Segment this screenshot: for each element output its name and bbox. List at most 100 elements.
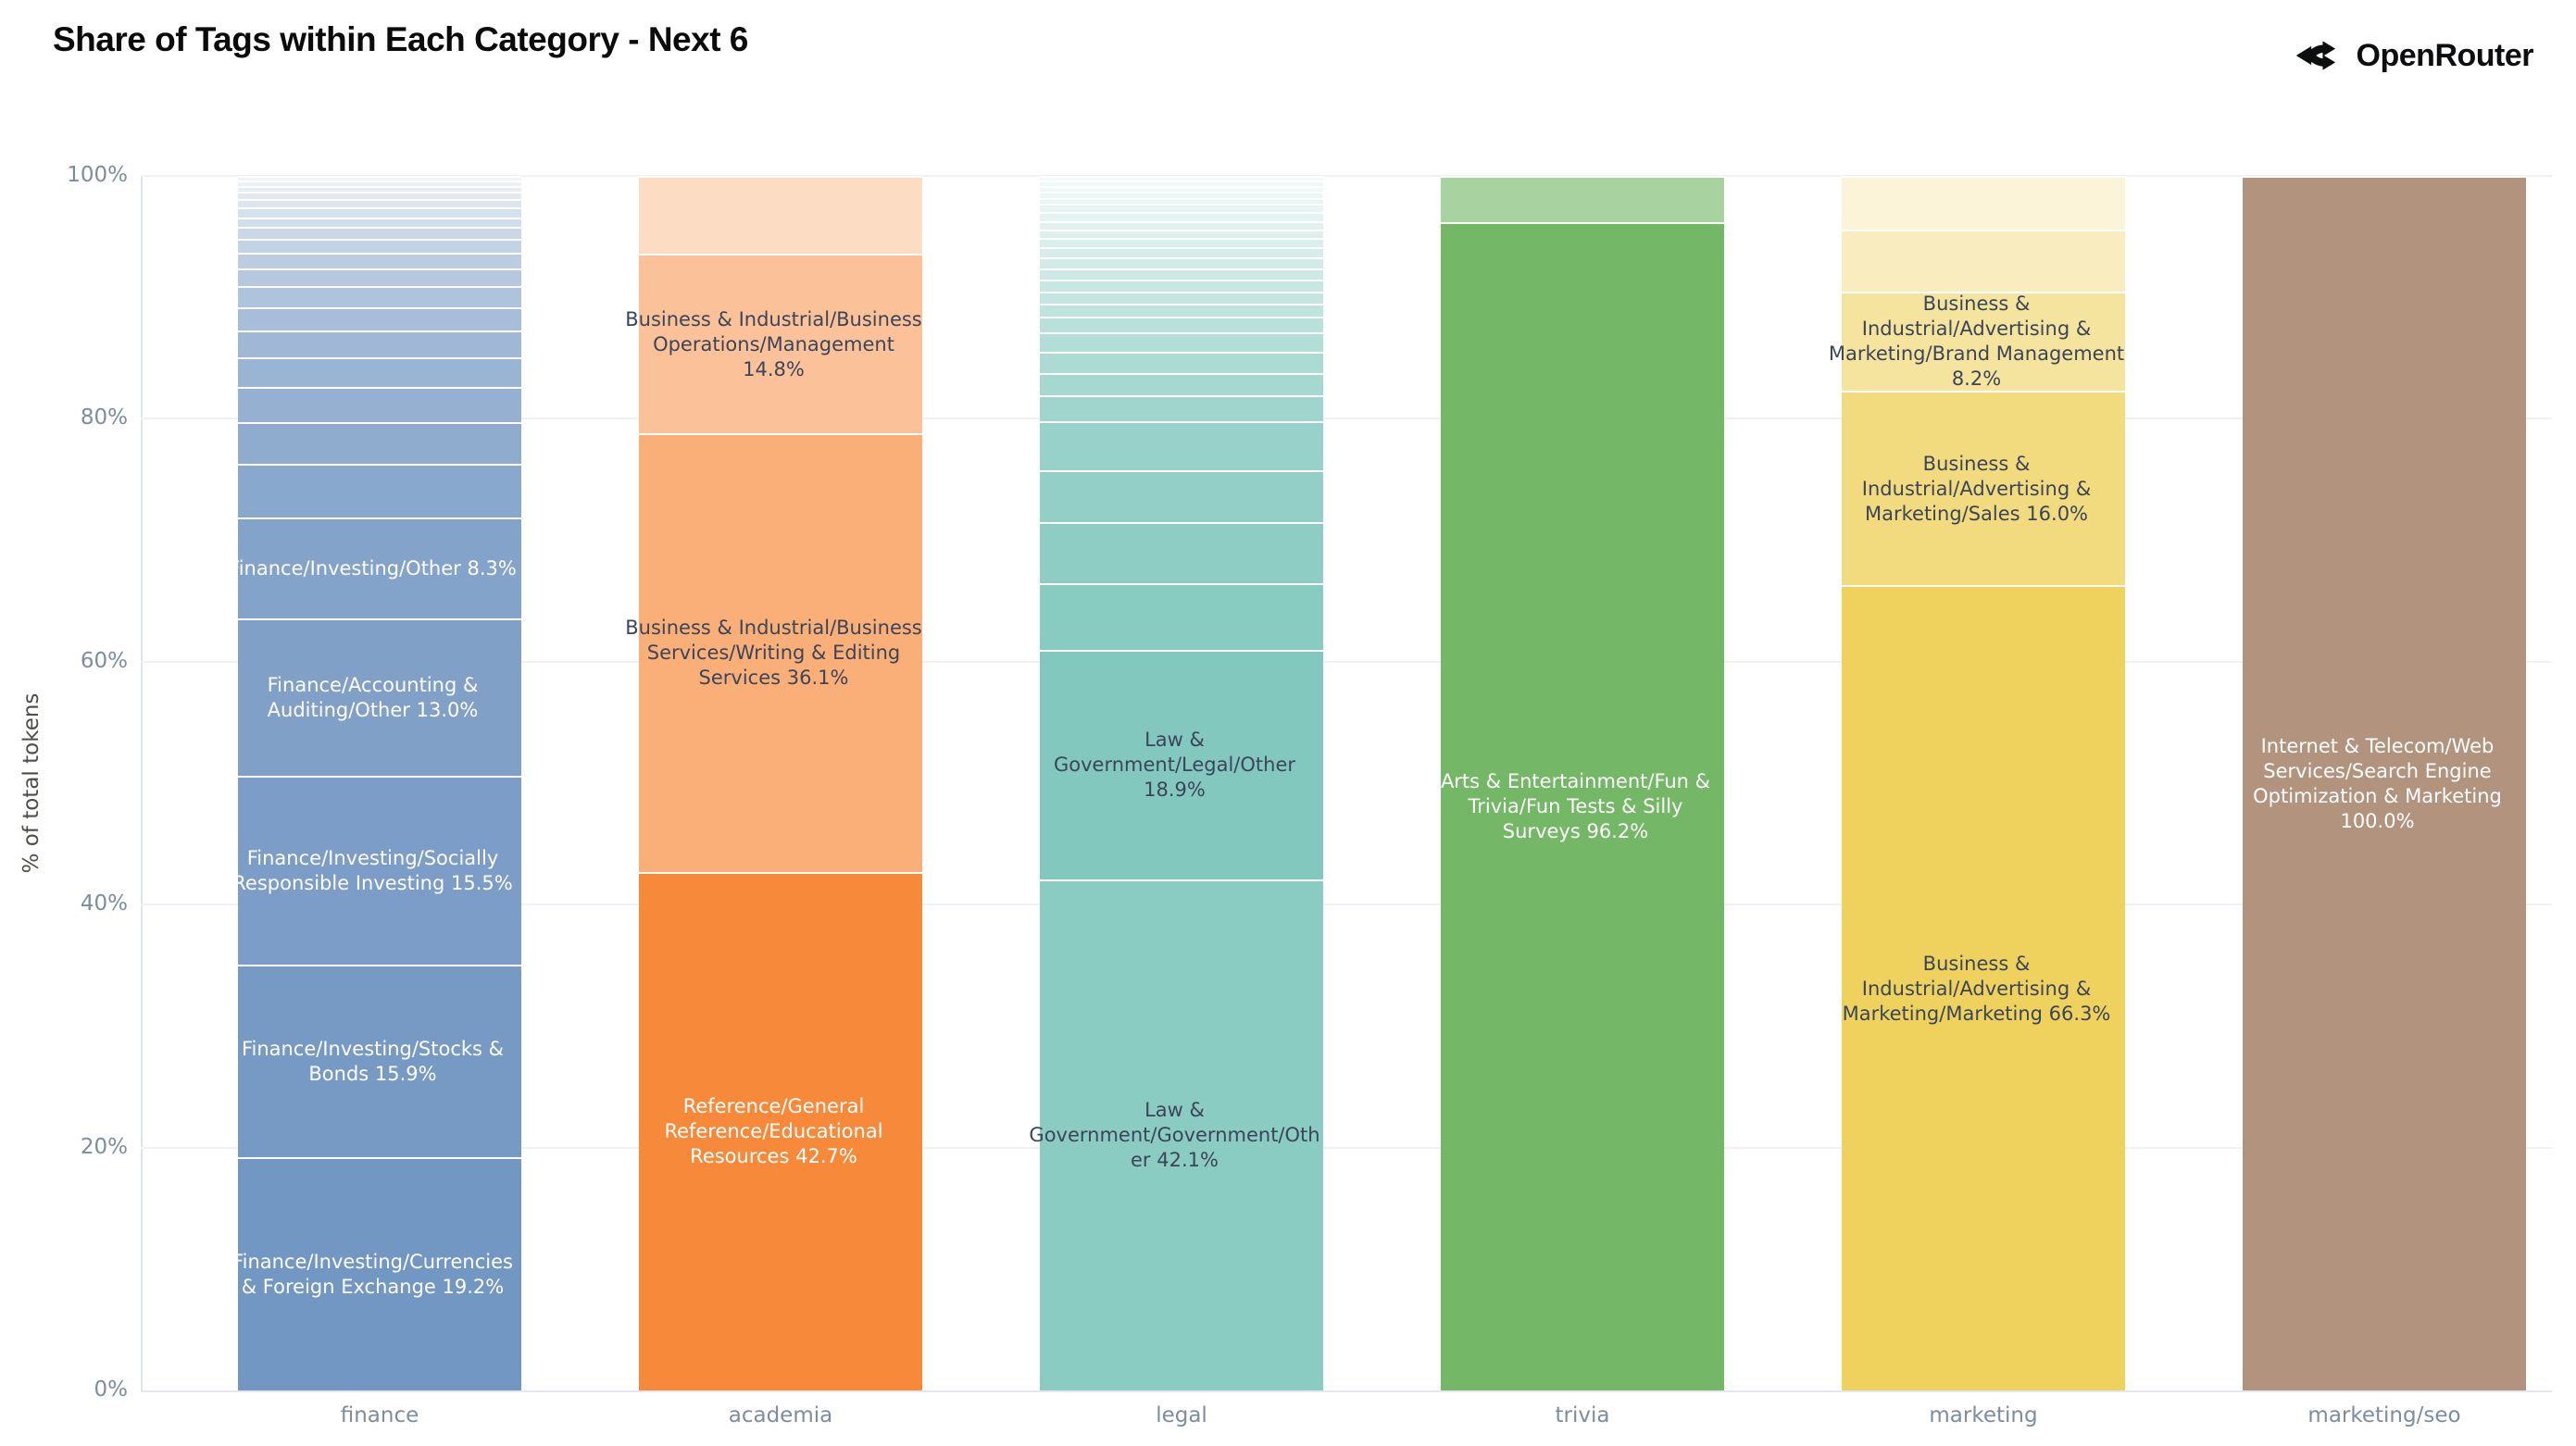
bar-segment[interactable] [238,185,521,193]
bar-segment[interactable] [238,192,521,199]
bar-legal: Law & Government/Government/Other 42.1% L… [1029,176,1323,1390]
segment-label: Finance/Investing/Stocks & Bonds 15.9% [241,1037,505,1085]
bar-segment[interactable]: Business & Industrial/Advertising & Mark… [1842,391,2125,586]
gridline-100 [141,175,2552,177]
bar-segment[interactable] [1040,582,1323,650]
bar-segment[interactable] [1040,332,1323,353]
bar-segment[interactable] [238,252,521,268]
y-tick-label: 100% [67,163,128,187]
y-tick-label: 80% [80,405,128,430]
bar-segment[interactable] [1040,220,1323,230]
bar-segment[interactable] [238,198,521,208]
bar-segment[interactable]: Business & Industrial/Business Services/… [625,433,922,872]
x-tick-label-academia: academia [728,1403,833,1427]
bar-segment[interactable] [238,227,521,240]
bar-segment[interactable] [1040,247,1323,257]
bar-segment[interactable] [238,268,521,287]
bar-segment[interactable]: Finance/Investing/Currencies & Foreign E… [232,1157,521,1390]
x-tick-label-legal: legal [1156,1403,1207,1427]
bar-segment[interactable] [1040,256,1323,268]
bar-segment[interactable]: Finance/Investing/Other 8.3% [229,517,521,618]
bar-segment[interactable]: Arts & Entertainment/Fun & Trivia/Fun Te… [1441,221,1724,1390]
bar-segment[interactable] [1040,212,1323,221]
bar-segment[interactable] [1040,197,1323,205]
bar-segment[interactable] [1040,192,1323,198]
bar-segment[interactable] [1441,176,1724,222]
bar-segment[interactable] [238,181,521,186]
bar-segment[interactable] [1040,317,1323,333]
bar-segment[interactable]: Finance/Investing/Socially Responsible I… [232,776,521,965]
bar-segment[interactable]: Finance/Investing/Stocks & Bonds 15.9% [238,964,521,1158]
bar-segment[interactable] [238,286,521,307]
bar-segment[interactable] [1040,181,1323,186]
bar-segment[interactable] [1040,303,1323,318]
segment-label: Finance/Investing/Other 8.3% [229,556,517,580]
gridline-20 [141,1146,2552,1149]
x-tick-label-finance: finance [340,1403,419,1427]
bar-segment[interactable] [238,387,521,423]
segment-label: Finance/Accounting & Auditing/Other 13.0… [267,673,479,721]
bar-marketing-seo: Internet & Telecom/Web Services/Search E… [2243,176,2526,1390]
bar-segment[interactable]: Law & Government/Legal/Other 18.9% [1040,649,1323,879]
y-tick-label: 20% [80,1134,128,1159]
y-tick-label: 60% [80,648,128,673]
bar-segment[interactable] [1040,291,1323,304]
bar-segment[interactable] [1040,421,1323,470]
bar-segment[interactable] [238,306,521,330]
bar-segment[interactable]: Business & Industrial/Business Operation… [625,253,922,434]
y-tick-label: 0% [94,1377,129,1402]
bar-segment[interactable] [238,330,521,357]
bar-segment[interactable] [1040,469,1323,522]
bar-segment[interactable] [238,422,521,464]
bar-segment[interactable] [1040,395,1323,422]
bar-segment[interactable]: Reference/General Reference/Educational … [639,871,922,1390]
bar-segment[interactable] [1842,176,2125,230]
segment-label: Internet & Telecom/Web Services/Search E… [2253,735,2502,832]
openrouter-fork-icon [2294,35,2342,76]
bar-segment[interactable] [639,176,922,254]
segment-label: Business & Industrial/Business Services/… [625,617,922,690]
bar-segment[interactable] [1040,204,1323,213]
bar-segment[interactable]: Finance/Accounting & Auditing/Other 13.0… [238,617,521,777]
bar-segment[interactable] [1040,372,1323,396]
gridline-60 [141,660,2552,663]
bar-segment[interactable] [1040,279,1323,292]
bar-segment[interactable] [1040,176,1323,181]
y-tick-label: 40% [80,891,128,916]
openrouter-wordmark: OpenRouter [2356,37,2534,73]
bar-segment[interactable] [238,217,521,228]
segment-label: Finance/Investing/Currencies & Foreign E… [232,1251,513,1299]
bar-segment[interactable]: Internet & Telecom/Web Services/Search E… [2243,176,2526,1390]
bar-segment[interactable]: Law & Government/Government/Other 42.1% [1029,879,1323,1390]
bar-segment[interactable] [1040,268,1323,280]
segment-label: Business & Industrial/Business Operation… [625,307,922,380]
bar-segment[interactable]: Business & Industrial/Advertising & Mark… [1842,585,2125,1390]
bar-segment[interactable] [238,176,521,181]
bar-marketing: Business & Industrial/Advertising & Mark… [1829,176,2125,1390]
x-axis-line [141,1390,2552,1392]
bar-segment[interactable] [238,207,521,218]
y-axis-line [141,176,143,1390]
bar-segment[interactable] [1040,237,1323,248]
bar-segment[interactable] [1040,521,1323,583]
segment-label: Business & Industrial/Advertising & Mark… [1828,293,2125,391]
bar-segment[interactable] [1040,352,1323,373]
bar-segment[interactable] [238,239,521,253]
chart-title: Share of Tags within Each Category - Nex… [53,20,748,58]
bar-segment[interactable] [1040,229,1323,238]
plot-area: 0% 20% 40% 60% 80% 100% Finance/Investing/Curr… [67,165,2552,1427]
segment-label: Arts & Entertainment/Fun & Trivia/Fun Te… [1440,770,1711,843]
bar-segment[interactable] [238,356,521,388]
bar-trivia: Arts & Entertainment/Fun & Trivia/Fun Te… [1441,176,1724,1390]
bar-segment[interactable]: Business & Industrial/Advertising & Mark… [1829,291,2125,392]
bar-segment[interactable] [1842,229,2125,292]
x-tick-label-marketing: marketing [1929,1403,2038,1427]
bar-segment[interactable] [238,463,521,517]
y-axis-title: % of total tokens [19,692,44,874]
segment-label: Law & Government/Legal/Other 18.9% [1053,729,1296,802]
segment-label: Business & Industrial/Advertising & Mark… [1842,952,2111,1025]
gridline-80 [141,418,2552,420]
bar-segment[interactable] [1040,185,1323,193]
gridline-40 [141,904,2552,906]
